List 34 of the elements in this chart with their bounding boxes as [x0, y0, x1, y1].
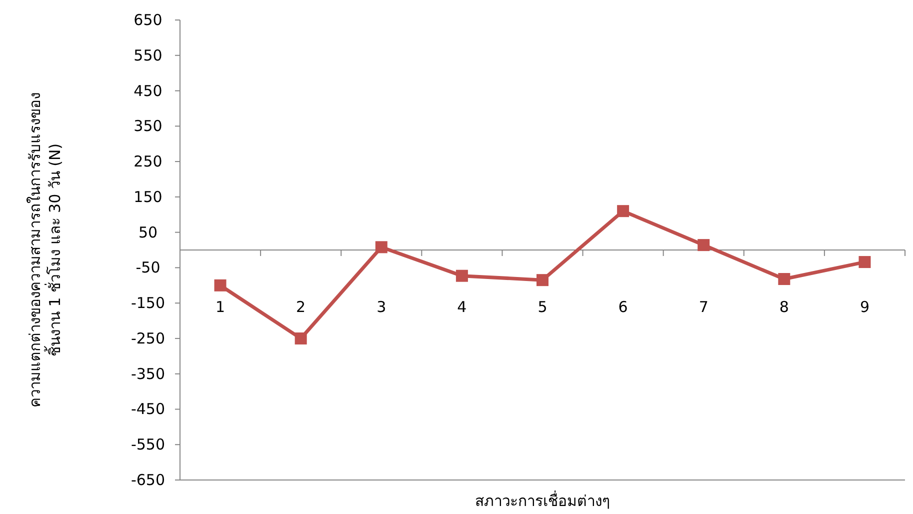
x-tick-label: 5 — [538, 298, 548, 316]
point — [617, 205, 630, 218]
y-axis-title: ความแตกต่างของความสามารถในการรับแรงของ ชิ้นงาน 1 ชั่วโมง และ 30 วัน (N) — [26, 92, 64, 408]
x-axis-title: สภาวะการเชื่อมต่างๆ — [475, 490, 610, 510]
y-tick-label: 350 — [134, 117, 162, 136]
x-tick-label: 1 — [216, 298, 226, 316]
x-tick-label: 2 — [296, 298, 306, 316]
point — [456, 270, 468, 282]
y-tick-label: 150 — [134, 188, 162, 206]
point — [294, 332, 307, 344]
x-tick-label: 8 — [779, 298, 789, 316]
y-tick-label: 250 — [134, 152, 162, 171]
y-tick-label: -650 — [130, 471, 166, 489]
y-tick-label: -550 — [130, 436, 166, 454]
point — [858, 256, 871, 268]
x-tick-label: 6 — [618, 298, 628, 316]
x-tick-label: 3 — [376, 298, 386, 316]
y-tick-label: 650 — [134, 11, 162, 29]
y-tick-label: 50 — [138, 223, 158, 242]
x-tick-label: 9 — [860, 298, 870, 316]
point — [375, 241, 388, 254]
point — [214, 279, 226, 292]
y-tick-label: 550 — [134, 46, 162, 64]
point — [536, 274, 548, 286]
y-tick-label: 450 — [134, 82, 162, 100]
y-tick-label: -50 — [136, 258, 160, 277]
point — [698, 239, 710, 252]
y-tick-label: -250 — [130, 329, 166, 348]
x-tick-label: 4 — [457, 298, 467, 316]
y-tick-label: -150 — [130, 294, 166, 312]
y-tick-label: -350 — [130, 364, 166, 383]
point — [778, 273, 790, 286]
x-tick-label: 7 — [698, 298, 708, 316]
y-tick-label: -450 — [130, 400, 166, 418]
